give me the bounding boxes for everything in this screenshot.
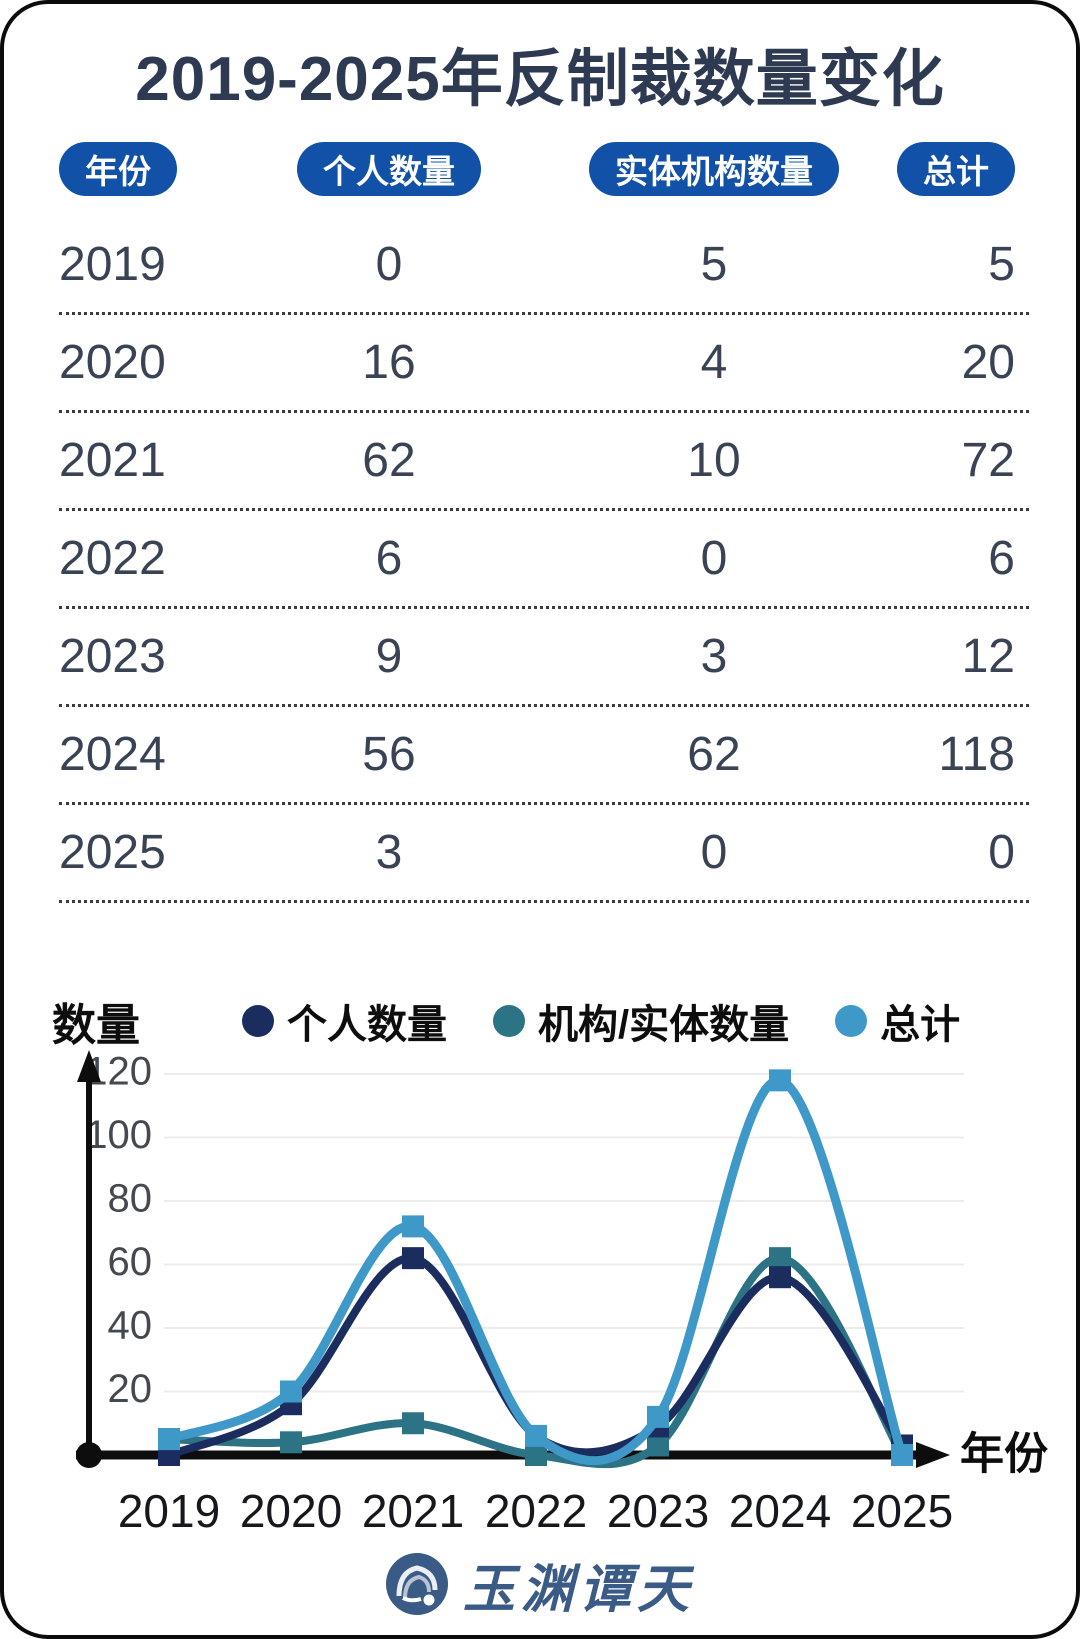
total-cell: 12: [961, 630, 1015, 683]
header-cell-individual: 个人数量: [219, 142, 559, 196]
y-axis-arrow-icon: [77, 1050, 101, 1082]
entity-count-cell: 5: [700, 238, 728, 291]
x-tick-label: 2024: [729, 1485, 831, 1534]
year-cell: 2021: [59, 434, 166, 487]
x-tick-labels: 2019 2020 2021 2022 2023 2024 2025: [118, 1485, 953, 1534]
individual-count-cell: 3: [375, 826, 403, 879]
data-point-marker: [647, 1434, 669, 1457]
x-axis-arrow-icon: [916, 1442, 950, 1468]
series-总计: [158, 1069, 913, 1466]
data-point-marker: [891, 1444, 913, 1466]
total-cell: 72: [961, 434, 1015, 487]
table-row: 2024 56 62 118: [59, 707, 1029, 805]
data-point-marker: [525, 1424, 547, 1447]
table-row: 2023 9 3 12: [59, 609, 1029, 707]
legend-item-individual: 个人数量: [242, 992, 447, 1050]
header-cell-entity: 实体机构数量: [559, 142, 869, 196]
year-cell: 2020: [59, 336, 166, 389]
data-point-marker: [769, 1069, 791, 1092]
y-axis-title: 数量: [52, 1001, 140, 1050]
table-header-row: 年份 个人数量 实体机构数量 总计: [59, 142, 1029, 196]
legend-dot-icon: [493, 1005, 525, 1037]
header-cell-year: 年份: [59, 142, 219, 196]
entity-count-cell: 10: [687, 434, 741, 487]
x-tick-label: 2021: [362, 1485, 464, 1534]
individual-count-cell: 62: [362, 434, 416, 487]
legend-item-total: 总计: [835, 992, 960, 1050]
x-tick-label: 2023: [607, 1485, 709, 1534]
table-row: 2020 16 4 20: [59, 315, 1029, 413]
origin-dot: [76, 1442, 102, 1468]
table-row: 2022 6 0 6: [59, 511, 1029, 609]
year-cell: 2024: [59, 728, 166, 781]
y-tick-label: 40: [108, 1304, 153, 1348]
entity-count-cell: 0: [700, 532, 728, 585]
data-point-marker: [769, 1266, 791, 1289]
column-header-pill-individual: 个人数量: [297, 142, 481, 196]
year-cell: 2022: [59, 532, 166, 585]
year-cell: 2025: [59, 826, 166, 879]
logo-icon: [385, 1553, 448, 1615]
page-title: 2019-2025年反制裁数量变化: [135, 45, 945, 114]
total-cell: 5: [988, 238, 1015, 291]
individual-count-cell: 56: [362, 728, 416, 781]
data-point-marker: [158, 1428, 180, 1451]
year-cell: 2023: [59, 630, 166, 683]
legend-label: 个人数量: [287, 1003, 447, 1047]
total-cell: 0: [988, 826, 1015, 879]
y-tick-label: 20: [108, 1367, 153, 1411]
total-cell: 6: [988, 532, 1015, 585]
data-point-marker: [769, 1247, 791, 1270]
sanctions-table: 2019 0 5 5 2020 16 4 20 2021 62 10 72 2022 6 0 6 2023 9 3 1…: [59, 217, 1029, 903]
individual-count-cell: 9: [375, 630, 403, 683]
column-header-pill-year: 年份: [59, 142, 177, 196]
legend-label: 机构/实体数量: [538, 1003, 790, 1047]
table-row: 2021 62 10 72: [59, 413, 1029, 511]
total-cell: 118: [938, 728, 1015, 781]
legend-dot-icon: [835, 1005, 868, 1037]
individual-count-cell: 0: [375, 238, 403, 291]
series-line: [164, 1075, 907, 1466]
header-cell-total: 总计: [869, 142, 1029, 196]
data-point-marker: [280, 1380, 302, 1403]
data-point-marker: [402, 1412, 424, 1435]
footer: 玉渊谭天: [4, 1544, 1076, 1624]
data-point-marker: [280, 1431, 302, 1454]
entity-count-cell: 3: [700, 630, 728, 683]
x-tick-label: 2020: [240, 1485, 342, 1534]
y-tick-label: 100: [85, 1113, 152, 1157]
x-tick-label: 2019: [118, 1485, 220, 1534]
x-axis-title: 年份: [960, 1430, 1048, 1479]
individual-count-cell: 6: [375, 532, 403, 585]
total-cell: 20: [961, 336, 1015, 389]
legend-dot-icon: [242, 1005, 274, 1037]
entity-count-cell: 62: [687, 728, 741, 781]
table-row: 2019 0 5 5: [59, 217, 1029, 315]
entity-count-cell: 0: [700, 826, 728, 879]
y-tick-label: 60: [108, 1240, 153, 1284]
data-point-marker: [402, 1247, 424, 1270]
year-cell: 2019: [59, 238, 166, 291]
column-header-pill-entity: 实体机构数量: [589, 142, 839, 196]
data-point-marker: [525, 1444, 547, 1466]
logo-text: 玉渊谭天: [462, 1560, 695, 1619]
legend-item-entity: 机构/实体数量: [493, 992, 789, 1050]
column-header-pill-total: 总计: [897, 142, 1015, 196]
legend-row: 数量 个人数量 机构/实体数量 总计: [52, 996, 1036, 1050]
axes: [76, 1050, 950, 1468]
data-point-marker: [647, 1405, 669, 1428]
x-tick-label: 2022: [485, 1485, 587, 1534]
y-tick-label: 80: [108, 1177, 153, 1221]
legend-label: 总计: [880, 1003, 961, 1047]
table-row: 2025 3 0 0: [59, 805, 1029, 903]
x-tick-label: 2025: [851, 1485, 953, 1534]
entity-count-cell: 4: [700, 336, 728, 389]
data-point-marker: [402, 1215, 424, 1238]
individual-count-cell: 16: [362, 336, 416, 389]
